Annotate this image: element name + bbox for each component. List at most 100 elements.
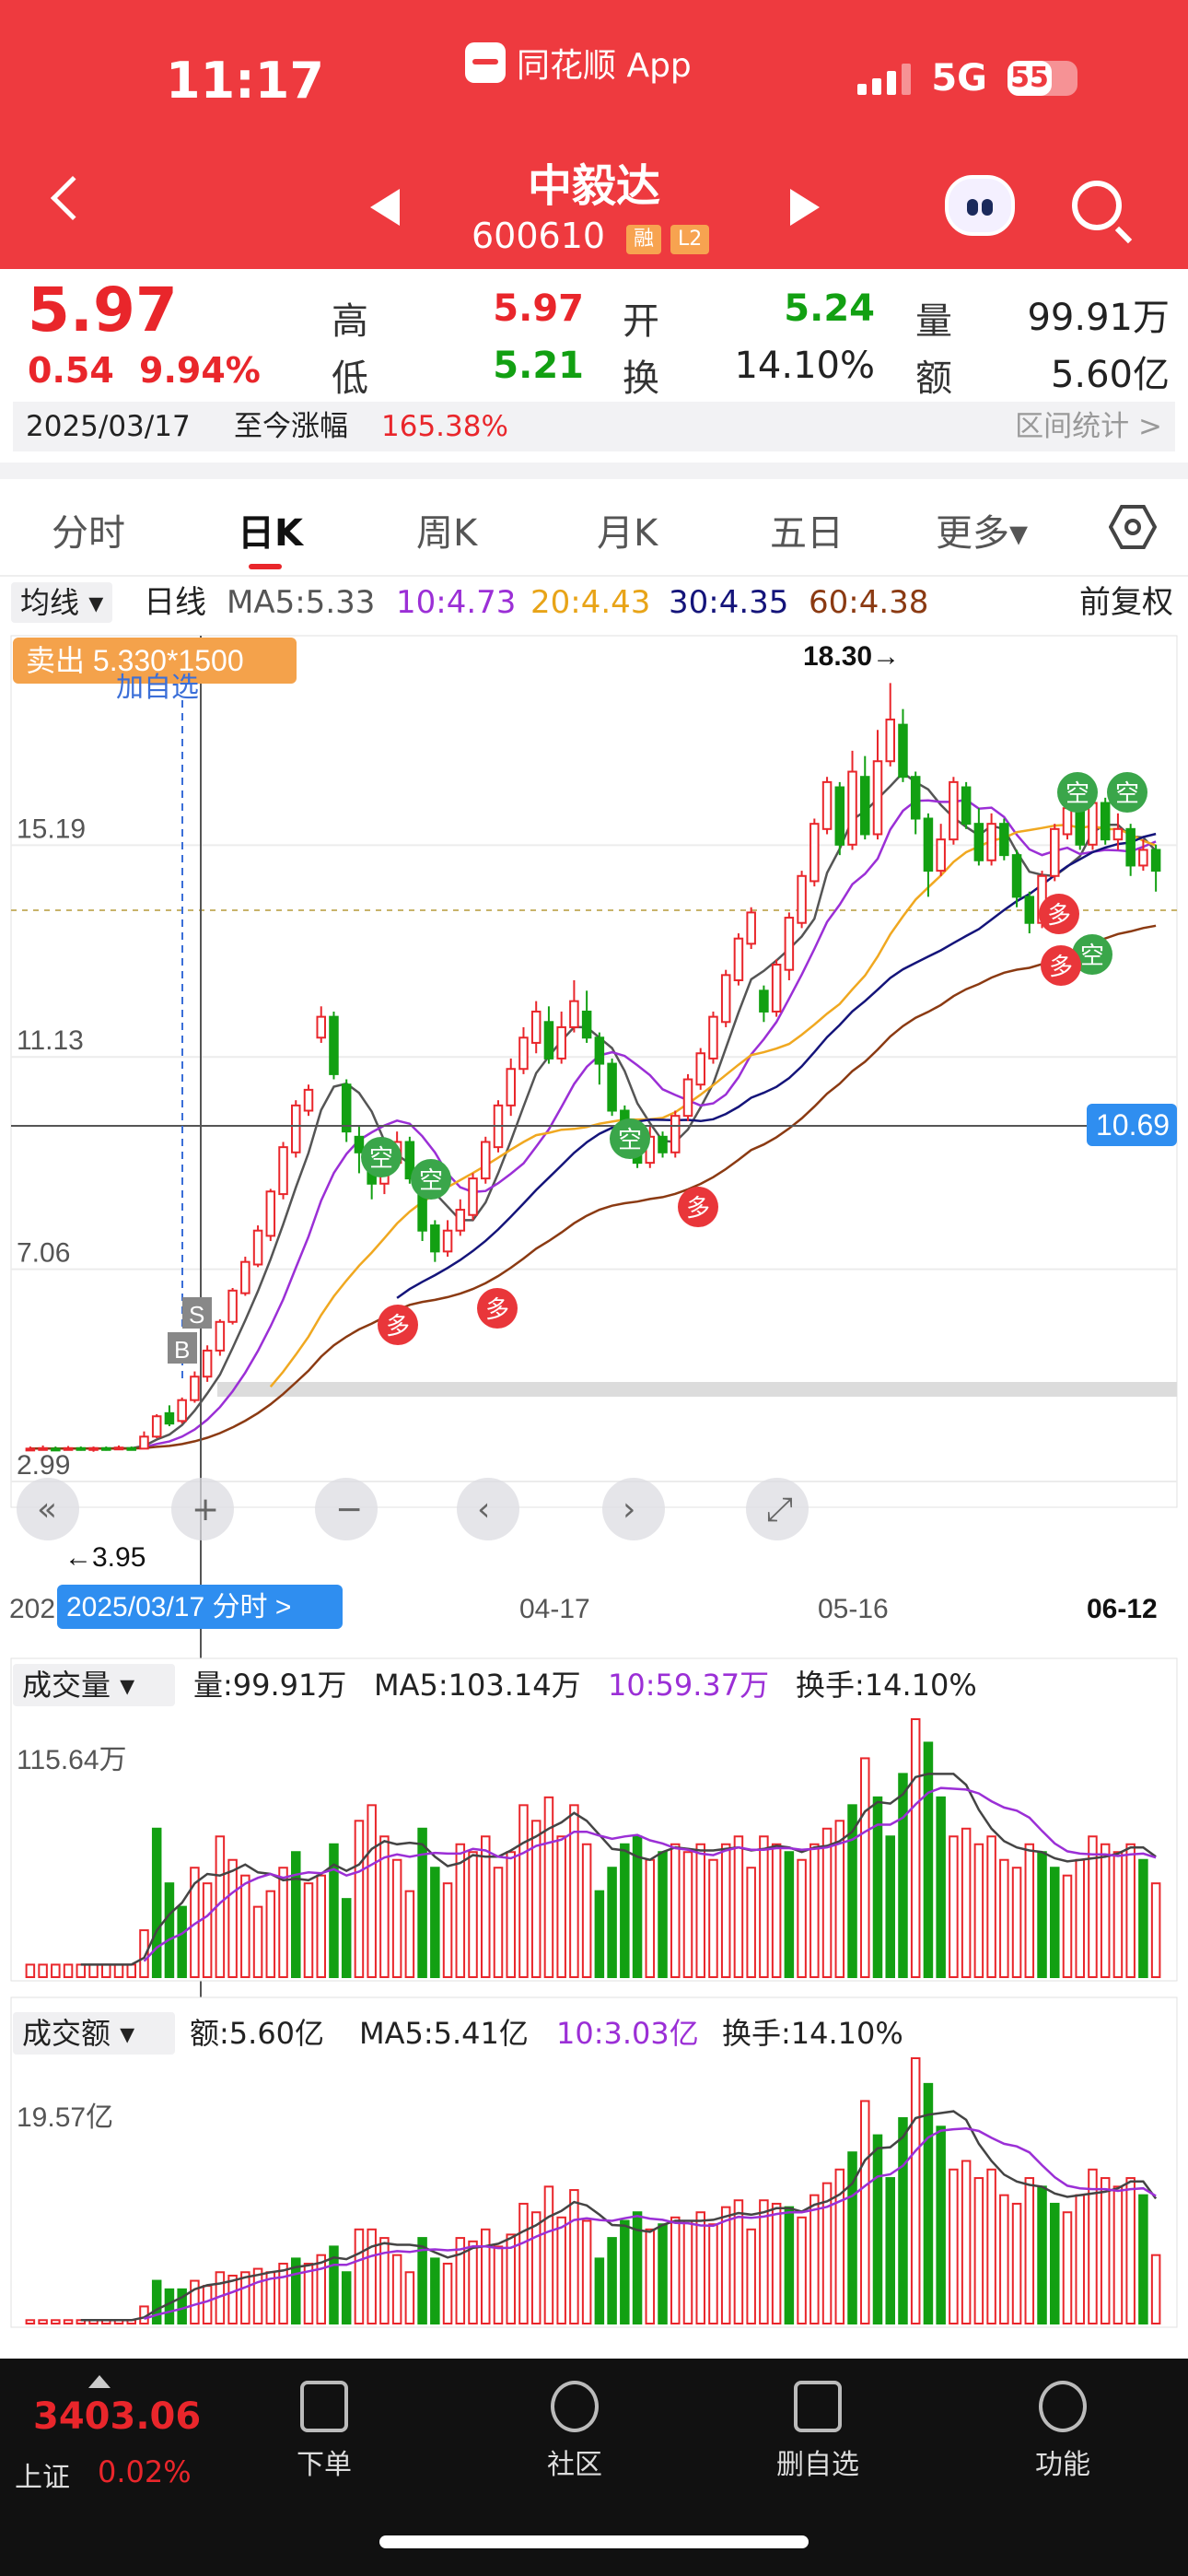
index-value[interactable]: 3403.06 xyxy=(33,2395,202,2438)
chart-control-button[interactable] xyxy=(602,1478,665,1540)
price-zone-band xyxy=(217,1382,1177,1397)
volume-bar-up xyxy=(126,1963,136,1979)
signal-text: 多 xyxy=(386,1313,410,1341)
chart-control-button[interactable] xyxy=(171,1478,234,1540)
change-value: 0.54 xyxy=(28,350,114,391)
amount-bar-up xyxy=(51,2319,61,2325)
candle-up xyxy=(1050,827,1060,877)
stock-name: 中毅达 xyxy=(527,160,660,212)
volume-bar-down xyxy=(872,1796,883,1979)
candle-up xyxy=(771,964,782,1013)
volume-ma5-line xyxy=(80,1773,1157,1966)
nav-functions[interactable]: 功能 xyxy=(989,2381,1136,2482)
tab-daily-k[interactable]: 日K xyxy=(238,512,303,555)
volume-bar-up xyxy=(101,1963,111,1979)
amount-ma10-line xyxy=(144,2126,1157,2320)
volume-bar-up xyxy=(76,1963,87,1979)
amount-bar-down xyxy=(151,2279,162,2324)
volume-bar-down xyxy=(632,1835,643,1978)
volume-bar-down xyxy=(847,1804,857,1979)
signal-text: 空 xyxy=(369,1145,393,1173)
trade-signal-badge xyxy=(168,1332,197,1364)
amount-bar-down xyxy=(898,2117,908,2324)
volume-bar-up xyxy=(252,1905,263,1979)
amount-bar-down xyxy=(1138,2194,1148,2325)
tab-weekly-k[interactable]: 周K xyxy=(416,512,478,555)
volume-bar-up xyxy=(581,1843,592,1978)
volume-bar-up xyxy=(202,1882,213,1978)
chart-control-button[interactable] xyxy=(315,1478,378,1540)
volume-bar-down xyxy=(923,1741,934,1979)
tab-five-day[interactable]: 五日 xyxy=(770,512,844,555)
amount-bar-up xyxy=(391,2254,402,2325)
candle-down xyxy=(430,1224,440,1253)
index-toggle-icon[interactable] xyxy=(88,2375,111,2388)
app-name-text: 同花顺 App xyxy=(517,47,692,85)
amount-bar-up xyxy=(316,2254,326,2325)
amount-bar-up xyxy=(834,2168,845,2324)
robot-assistant-icon[interactable] xyxy=(945,175,1015,236)
volume-bar-down xyxy=(594,1890,605,1979)
candle-up xyxy=(63,1446,74,1451)
volume-bar-up xyxy=(771,1843,782,1978)
candle-up xyxy=(468,1177,478,1216)
signal-text: 多 xyxy=(686,1195,710,1223)
volume-bar-up xyxy=(227,1858,238,1979)
section-divider xyxy=(0,463,1188,479)
amount-bar-up xyxy=(1011,2202,1022,2325)
amount-bar-up xyxy=(1075,2194,1085,2325)
volume-bar-down xyxy=(1138,1858,1148,1979)
range-stats-link[interactable]: 区间统计 > xyxy=(1015,410,1162,443)
volume-dropdown[interactable] xyxy=(13,1664,175,1706)
amount-legend-item: 换手:14.10% xyxy=(722,2016,903,2051)
volume-bar-down xyxy=(341,1898,352,1979)
amount-bar-down xyxy=(341,2271,352,2324)
chart-control-button[interactable] xyxy=(17,1478,79,1540)
signal-bubble xyxy=(1072,934,1112,975)
next-stock-icon[interactable] xyxy=(790,189,820,226)
chart-control-button[interactable] xyxy=(457,1478,519,1540)
candle-up xyxy=(252,1229,263,1266)
candle-up xyxy=(1138,849,1148,867)
indicator-dropdown[interactable]: 均线 ▾ xyxy=(11,582,113,623)
prev-stock-icon[interactable] xyxy=(370,189,400,226)
tab-more[interactable]: 更多▾ xyxy=(936,512,1029,555)
high-value: 5.97 xyxy=(493,287,584,330)
volume-bar-up xyxy=(113,1963,124,1979)
search-icon[interactable] xyxy=(1072,181,1122,230)
amount-bar-up xyxy=(645,2228,656,2324)
volume-bar-up xyxy=(354,1820,365,1978)
candle-down xyxy=(404,1141,415,1180)
amount-bar-up xyxy=(1100,2177,1111,2324)
volume-bar-down xyxy=(164,1882,175,1978)
tab-intraday[interactable]: 分时 xyxy=(52,512,125,555)
amount-dropdown[interactable] xyxy=(13,2012,175,2055)
candle-up xyxy=(986,823,996,861)
battery-icon: 55 xyxy=(1007,61,1077,96)
volume-bar-up xyxy=(240,1874,250,1979)
amount-bar-up xyxy=(708,2223,718,2324)
volume-bar-up xyxy=(708,1858,718,1979)
nav-order[interactable]: 下单 xyxy=(250,2381,398,2482)
chart-control-button[interactable] xyxy=(746,1478,809,1540)
amount-bar-up xyxy=(556,2216,566,2325)
tab-monthly-k[interactable]: 月K xyxy=(597,512,658,555)
candle-up xyxy=(442,1229,453,1253)
settings-hex-icon[interactable] xyxy=(1109,503,1157,551)
amount-bar-up xyxy=(76,2319,87,2325)
price-tag-text: 10.69 xyxy=(1096,1108,1170,1142)
high-label: 高 xyxy=(332,300,368,343)
candle-up xyxy=(670,1115,681,1153)
adjust-mode[interactable]: 前复权 xyxy=(1079,584,1173,621)
amount-bar-up xyxy=(367,2228,377,2324)
nav-community[interactable]: 社区 xyxy=(501,2381,648,2482)
amount-bar-down xyxy=(872,2134,883,2324)
since-date-bar[interactable]: 2025/03/17 至今涨幅 165.38% 区间统计 > xyxy=(13,402,1175,451)
nav-remove-watchlist[interactable]: 删自选 xyxy=(744,2381,891,2482)
volume-bar-up xyxy=(973,1843,984,1978)
amount-bar-up xyxy=(1062,2211,1073,2325)
candle-up xyxy=(518,1036,529,1071)
candle-up xyxy=(1062,807,1073,836)
ma5-value: MA5:5.33 xyxy=(227,584,376,621)
